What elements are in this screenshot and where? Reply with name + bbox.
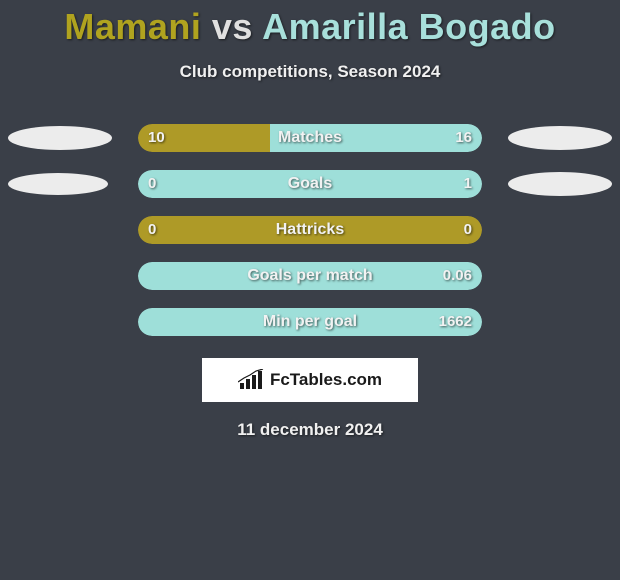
stat-label: Min per goal — [138, 308, 482, 336]
title-player2: Amarilla Bogado — [262, 6, 556, 47]
subtitle: Club competitions, Season 2024 — [0, 62, 620, 82]
avatar-ellipse-right — [508, 172, 612, 196]
stat-bar: 01Goals — [138, 170, 482, 198]
stat-row: 0.06Goals per match — [0, 262, 620, 290]
stat-label: Matches — [138, 124, 482, 152]
brand-badge: FcTables.com — [202, 358, 418, 402]
avatar-ellipse-right — [508, 126, 612, 150]
bar-chart-icon — [238, 369, 264, 391]
stat-label: Goals — [138, 170, 482, 198]
title-player1: Mamani — [64, 6, 201, 47]
stat-row: 00Hattricks — [0, 216, 620, 244]
stat-row: 1016Matches — [0, 124, 620, 152]
stat-label: Goals per match — [138, 262, 482, 290]
stat-bar: 1662Min per goal — [138, 308, 482, 336]
stat-bar: 00Hattricks — [138, 216, 482, 244]
page-title: Mamani vs Amarilla Bogado — [0, 0, 620, 48]
stat-label: Hattricks — [138, 216, 482, 244]
stat-row: 01Goals — [0, 170, 620, 198]
date-text: 11 december 2024 — [0, 420, 620, 440]
stat-rows: 1016Matches 01Goals 00Hattricks 0.06Goals p… — [0, 124, 620, 336]
brand-text: FcTables.com — [270, 370, 382, 390]
stat-bar: 0.06Goals per match — [138, 262, 482, 290]
stat-row: 1662Min per goal — [0, 308, 620, 336]
title-vs: vs — [212, 6, 253, 47]
avatar-ellipse-left — [8, 126, 112, 150]
stat-bar: 1016Matches — [138, 124, 482, 152]
avatar-ellipse-left — [8, 173, 108, 195]
